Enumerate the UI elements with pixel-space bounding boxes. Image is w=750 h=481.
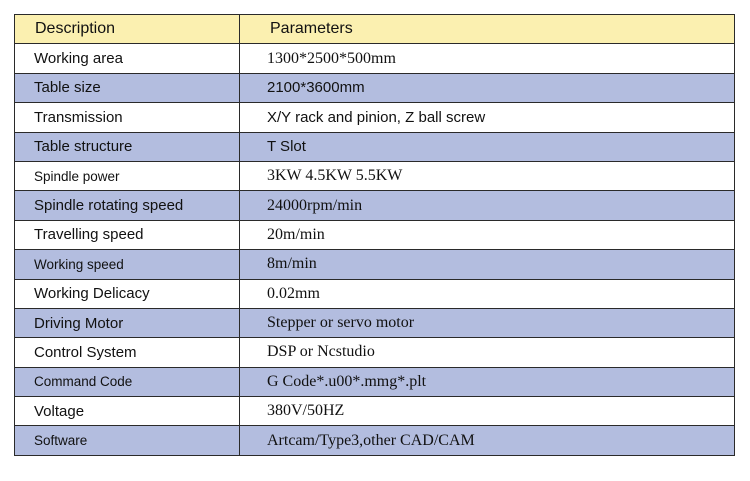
specifications-table: Description Parameters Working area 1300…	[14, 13, 735, 456]
table-row: Spindle power 3KW 4.5KW 5.5KW	[14, 160, 735, 192]
row-description: Spindle power	[14, 160, 240, 192]
row-parameter: DSP or Ncstudio	[239, 337, 735, 368]
row-description: Software	[14, 425, 240, 456]
row-description: Working speed	[14, 249, 240, 280]
table-row: Driving Motor Stepper or servo motor	[14, 307, 735, 339]
row-parameter: 0.02mm	[239, 278, 735, 309]
row-description: Voltage	[14, 396, 240, 427]
row-description: Working Delicacy	[14, 278, 240, 309]
row-description: Command Code	[14, 366, 240, 398]
row-parameter: 2100*3600mm	[239, 72, 735, 104]
row-description: Spindle rotating speed	[14, 190, 240, 221]
row-parameter: 1300*2500*500mm	[239, 43, 735, 74]
row-description: Control System	[14, 337, 240, 368]
row-description: Table structure	[14, 131, 240, 162]
parameters-header: Parameters	[239, 13, 735, 45]
row-parameter: T Slot	[239, 131, 735, 162]
table-row: Software Artcam/Type3,other CAD/CAM	[14, 425, 735, 456]
table-row: Table size 2100*3600mm	[14, 72, 735, 104]
row-description: Working area	[14, 43, 240, 74]
row-description: Driving Motor	[14, 307, 240, 339]
row-parameter: 8m/min	[239, 249, 735, 280]
row-description: Transmission	[14, 102, 240, 133]
table-row: Travelling speed 20m/min	[14, 219, 735, 251]
row-parameter: 380V/50HZ	[239, 396, 735, 427]
table-row: Control System DSP or Ncstudio	[14, 337, 735, 368]
table-row: Working area 1300*2500*500mm	[14, 43, 735, 74]
table-row: Voltage 380V/50HZ	[14, 396, 735, 427]
table-header-row: Description Parameters	[14, 13, 735, 45]
table-row: Working Delicacy 0.02mm	[14, 278, 735, 309]
row-description: Table size	[14, 72, 240, 104]
row-parameter: X/Y rack and pinion, Z ball screw	[239, 102, 735, 133]
table-row: Table structure T Slot	[14, 131, 735, 162]
table-row: Spindle rotating speed 24000rpm/min	[14, 190, 735, 221]
table-row: Working speed 8m/min	[14, 249, 735, 280]
row-parameter: 20m/min	[239, 219, 735, 251]
description-header: Description	[14, 13, 240, 45]
table-row: Transmission X/Y rack and pinion, Z ball…	[14, 102, 735, 133]
row-parameter: Stepper or servo motor	[239, 307, 735, 339]
row-parameter: Artcam/Type3,other CAD/CAM	[239, 425, 735, 456]
row-parameter: G Code*.u00*.mmg*.plt	[239, 366, 735, 398]
row-parameter: 3KW 4.5KW 5.5KW	[239, 160, 735, 192]
row-description: Travelling speed	[14, 219, 240, 251]
row-parameter: 24000rpm/min	[239, 190, 735, 221]
table-row: Command Code G Code*.u00*.mmg*.plt	[14, 366, 735, 398]
